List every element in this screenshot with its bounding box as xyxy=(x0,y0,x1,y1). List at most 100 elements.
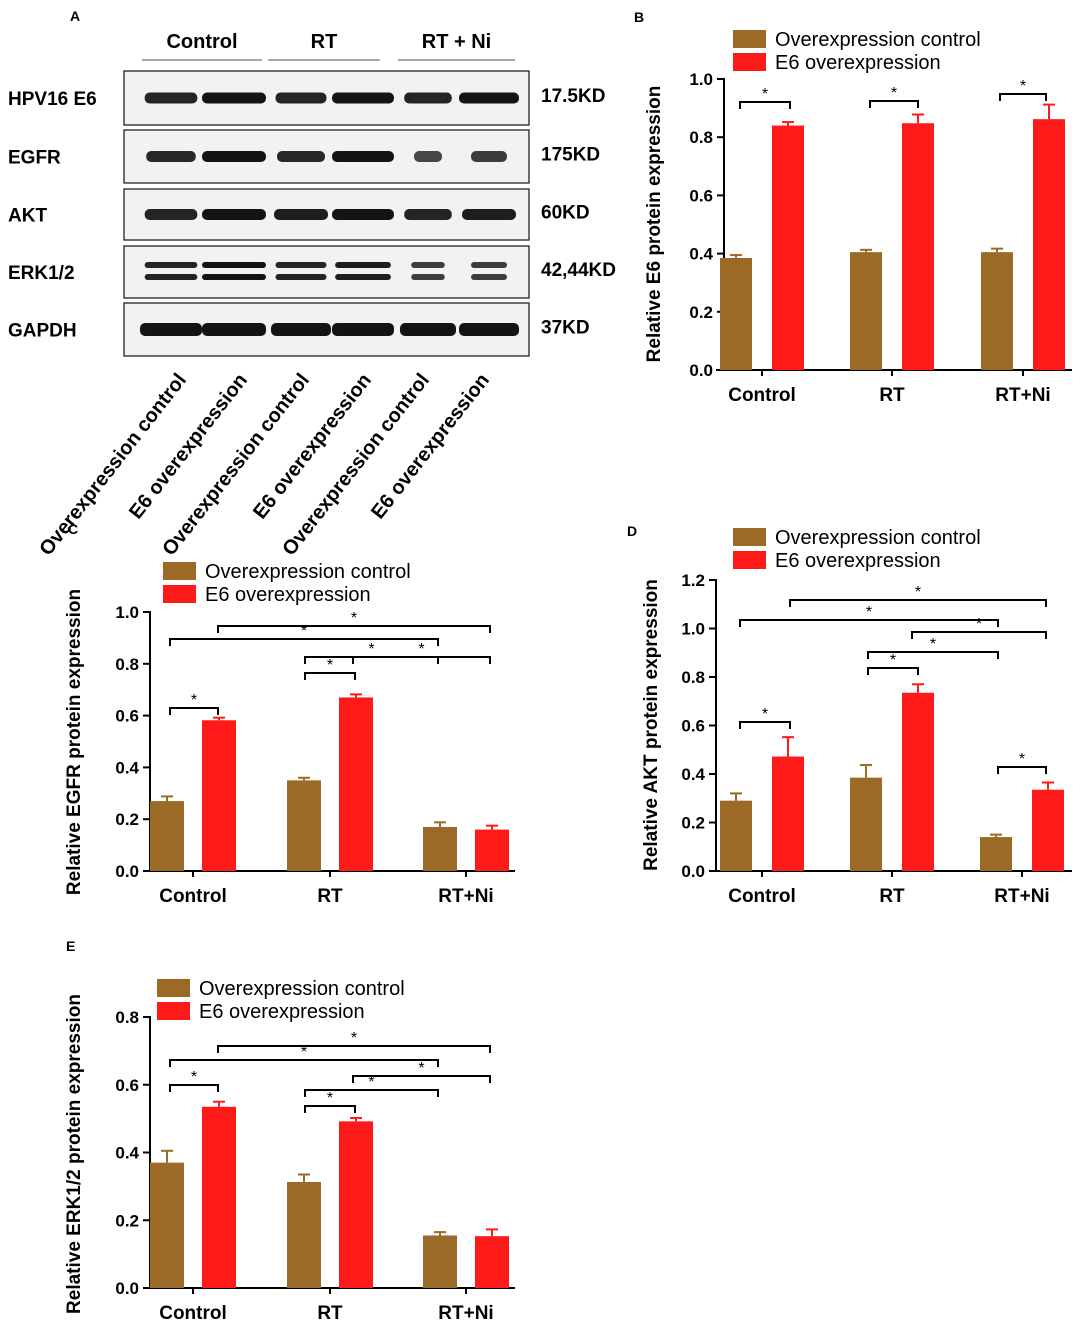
y-axis-title: Relative EGFR protein expression xyxy=(64,589,85,895)
y-tick-label: 0.2 xyxy=(115,1211,139,1230)
blot-band xyxy=(335,262,391,268)
significance-star: * xyxy=(351,610,357,627)
blot-band xyxy=(471,151,507,162)
y-tick-label: 1.0 xyxy=(115,603,139,622)
significance-bracket xyxy=(217,625,491,633)
significance-star: * xyxy=(351,1030,357,1047)
significance-bracket xyxy=(789,599,1047,607)
significance-bracket xyxy=(169,638,439,646)
significance-bracket xyxy=(739,101,791,109)
bar-e6-overexpression xyxy=(475,829,509,871)
y-tick-label: 0.4 xyxy=(115,758,139,777)
bar-overexpression-control xyxy=(287,1181,321,1288)
significance-bracket xyxy=(304,656,439,664)
significance-bracket xyxy=(169,1059,439,1067)
significance-star: * xyxy=(890,652,896,669)
blot-band xyxy=(414,151,442,162)
bar-e6-overexpression xyxy=(772,125,804,370)
significance-star: * xyxy=(1019,751,1025,768)
y-tick-label: 0.6 xyxy=(115,707,139,726)
bar-e6-overexpression xyxy=(772,756,804,871)
blot-size-label: 42,44KD xyxy=(541,260,616,281)
blot-protein-label: HPV16 E6 xyxy=(8,89,97,110)
blot-band xyxy=(459,92,519,104)
y-tick-label: 0.6 xyxy=(681,717,705,736)
significance-bracket xyxy=(867,651,999,659)
blot-band xyxy=(404,209,452,220)
blot-band xyxy=(202,323,266,336)
blot-band xyxy=(144,262,198,268)
y-tick-label: 0.8 xyxy=(681,668,705,687)
significance-star: * xyxy=(368,1074,374,1091)
panel-label: D xyxy=(627,523,637,539)
bar-overexpression-control xyxy=(423,826,457,871)
x-tick-label: RT+Ni xyxy=(438,886,493,907)
y-tick-label: 0.0 xyxy=(689,361,713,380)
bar-e6-overexpression xyxy=(202,720,236,871)
y-tick-label: 0.6 xyxy=(115,1076,139,1095)
blot-band xyxy=(202,151,266,162)
significance-bracket xyxy=(304,1089,439,1097)
blot-band xyxy=(271,323,331,336)
significance-star: * xyxy=(866,604,872,621)
bar-e6-overexpression xyxy=(475,1236,509,1288)
blot-band xyxy=(144,274,198,280)
y-tick-label: 0.4 xyxy=(115,1144,139,1163)
blot-size-label: 37KD xyxy=(541,318,590,339)
legend-swatch-e6 xyxy=(733,551,766,569)
y-tick-label: 0.0 xyxy=(115,862,139,881)
bar-overexpression-control xyxy=(850,777,882,871)
bar-overexpression-control xyxy=(150,1162,184,1288)
blot-band xyxy=(202,262,266,268)
bar-e6-overexpression xyxy=(902,692,934,871)
x-tick-label: RT xyxy=(317,1303,343,1324)
blot-band xyxy=(404,92,452,104)
significance-bracket xyxy=(911,631,1047,639)
blot-band xyxy=(144,209,198,220)
legend-swatch-e6 xyxy=(157,1002,190,1020)
y-tick-label: 0.4 xyxy=(681,765,705,784)
significance-bracket xyxy=(867,667,919,675)
blot-protein-label: AKT xyxy=(8,206,47,227)
blot-protein-label: EGFR xyxy=(8,148,61,169)
blot-size-label: 60KD xyxy=(541,203,590,224)
bar-overexpression-control xyxy=(287,780,321,871)
blot-group-label: RT xyxy=(311,31,338,53)
blot-group-label: RT + Ni xyxy=(422,31,491,53)
blot-protein-label: GAPDH xyxy=(8,321,77,342)
legend-label: E6 overexpression xyxy=(199,1001,365,1023)
significance-bracket xyxy=(169,1084,219,1092)
significance-star: * xyxy=(915,584,921,601)
blot-band xyxy=(140,323,202,336)
bar-overexpression-control xyxy=(720,800,752,871)
blot-band xyxy=(332,209,394,220)
x-tick-label: RT xyxy=(879,886,905,907)
significance-bracket xyxy=(739,619,999,627)
blot-band xyxy=(277,151,325,162)
y-tick-label: 1.0 xyxy=(681,620,705,639)
significance-bracket xyxy=(217,1045,491,1053)
legend-label: E6 overexpression xyxy=(205,584,371,606)
y-tick-label: 0.0 xyxy=(681,862,705,881)
x-tick-label: Control xyxy=(728,385,796,406)
blot-band xyxy=(144,92,198,104)
bar-overexpression-control xyxy=(981,252,1013,370)
significance-star: * xyxy=(418,1060,424,1077)
blot-band xyxy=(275,262,327,268)
y-axis-title: Relative ERK1/2 protein expression xyxy=(64,994,85,1314)
blot-band xyxy=(332,323,394,336)
blot-band xyxy=(459,323,519,336)
x-tick-label: RT+Ni xyxy=(995,385,1050,406)
blot-size-label: 17.5KD xyxy=(541,86,605,107)
x-tick-label: Control xyxy=(728,886,796,907)
y-tick-label: 0.4 xyxy=(689,245,713,264)
bar-e6-overexpression xyxy=(1032,789,1064,871)
y-axis-title: Relative E6 protein expression xyxy=(644,86,665,363)
blot-band xyxy=(462,209,516,220)
legend-label: E6 overexpression xyxy=(775,550,941,572)
significance-star: * xyxy=(191,692,197,709)
bar-overexpression-control xyxy=(980,837,1012,871)
